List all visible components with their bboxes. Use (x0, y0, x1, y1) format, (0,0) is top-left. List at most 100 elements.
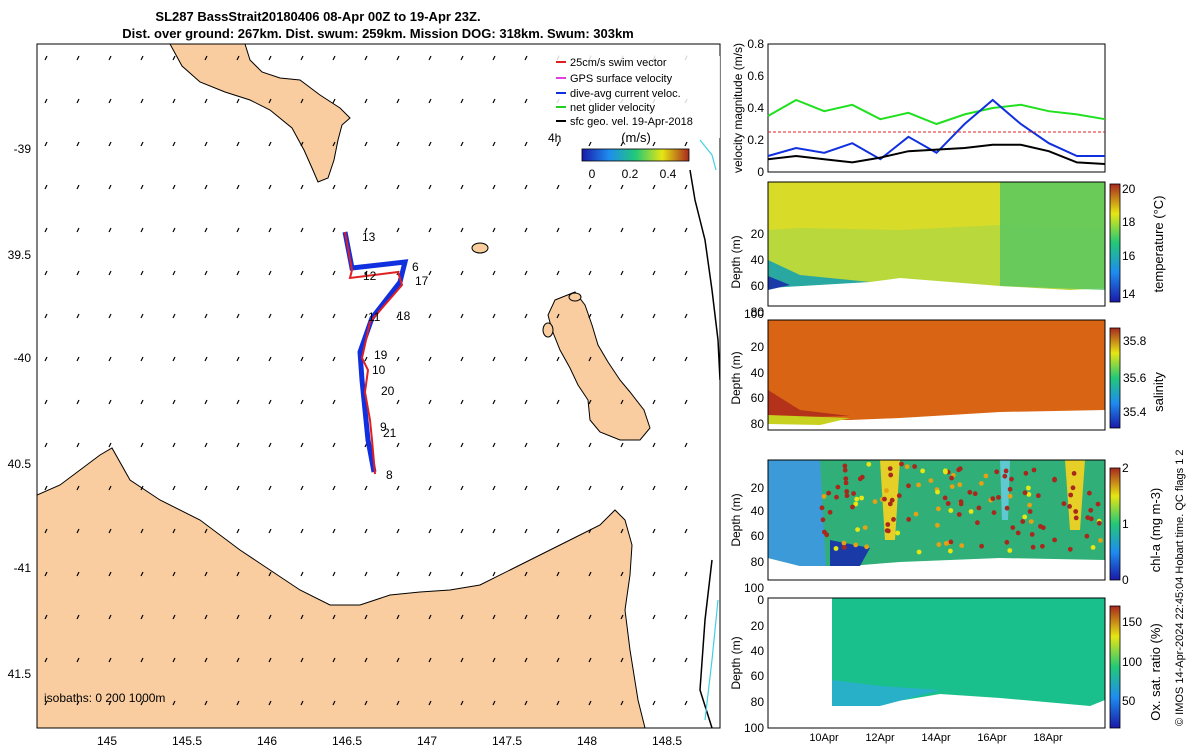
chla-dot (896, 493, 902, 499)
chla-dot (942, 495, 948, 501)
vector-arrow (300, 614, 304, 620)
track-label: 8 (386, 468, 393, 482)
vector-arrow (236, 571, 240, 577)
vector-arrow (524, 98, 528, 104)
vector-arrow (396, 657, 400, 663)
chla-dot (935, 522, 940, 528)
map-xtick-label: 145.5 (172, 734, 202, 748)
vector-arrow (300, 399, 304, 405)
vector-arrow (44, 98, 48, 104)
vector-arrow (236, 657, 240, 663)
vector-arrow (140, 571, 144, 577)
vector-arrow (332, 356, 336, 362)
vector-arrow (332, 700, 336, 706)
vector-arrow (396, 614, 400, 620)
vector-arrow (364, 571, 368, 577)
chla-dot (1067, 504, 1072, 509)
chla-dot (1067, 546, 1073, 552)
vector-arrow (492, 141, 496, 147)
vector-arrow (588, 356, 592, 362)
land-victoria (169, 44, 351, 183)
vector-arrow (44, 227, 48, 233)
vector-arrow (684, 141, 688, 147)
vector-arrow (556, 313, 560, 319)
vector-arrow (76, 571, 80, 577)
chla-dot (912, 464, 917, 469)
vector-arrow (428, 485, 432, 491)
map-panel: 13 6 12 17 11 18 19 10 20 9 21 8 145 145… (8, 43, 721, 748)
vector-arrow (396, 571, 400, 577)
vector-arrow (300, 55, 304, 61)
chla-dot (1027, 509, 1033, 514)
vector-arrow (332, 442, 336, 448)
vector-arrow (364, 356, 368, 362)
vector-arrow (556, 485, 560, 491)
chla-dot (889, 497, 895, 503)
vector-arrow (396, 528, 400, 534)
vector-arrow (460, 227, 464, 233)
vector-arrow (460, 98, 464, 104)
chla-dot (1070, 485, 1076, 491)
ox-clabel: Ox. sat. ratio (%) (1148, 623, 1163, 721)
vector-arrow (460, 184, 464, 190)
vector-arrow (300, 571, 304, 577)
vector-arrow (556, 528, 560, 534)
vector-arrow (44, 313, 48, 319)
chla-dot (948, 508, 954, 513)
vector-arrow (76, 55, 80, 61)
vector-arrow (268, 356, 272, 362)
chla-dot (1015, 530, 1021, 536)
vector-arrow (428, 571, 432, 577)
vector-arrow (172, 485, 176, 491)
vector-arrow (492, 55, 496, 61)
vector-arrow (268, 184, 272, 190)
vector-arrow (652, 528, 656, 534)
vector-arrow (236, 614, 240, 620)
vector-arrow (396, 313, 400, 319)
vector-arrow (652, 657, 656, 663)
chl-ytick: 40 (751, 504, 765, 518)
chla-dot (958, 501, 964, 507)
vector-arrow (492, 571, 496, 577)
vector-arrow (236, 356, 240, 362)
vector-arrow (140, 313, 144, 319)
vector-arrow (172, 356, 176, 362)
vector-arrow (140, 227, 144, 233)
vector-arrow (556, 657, 560, 663)
vector-arrow (108, 528, 112, 534)
vector-arrow (140, 614, 144, 620)
vector-arrow (620, 227, 624, 233)
temp-ytick: 20 (751, 227, 765, 241)
vel-ytick: 0 (757, 165, 764, 179)
time-xtick: 10Apr (809, 732, 839, 744)
sal-ytick: 80 (751, 417, 765, 431)
chl-ytick: 20 (751, 481, 765, 495)
vector-arrow (460, 571, 464, 577)
chla-dot (979, 543, 984, 549)
sal-ctick: 35.4 (1123, 405, 1147, 419)
chla-dot (1040, 543, 1045, 549)
chla-dot (872, 499, 878, 505)
vector-arrow (428, 700, 432, 706)
legend-label: 25cm/s swim vector (570, 57, 667, 69)
vector-arrow (396, 141, 400, 147)
chl-ytick: 100 (744, 581, 764, 595)
vector-arrow (364, 657, 368, 663)
vector-arrow (300, 313, 304, 319)
vector-arrow (460, 313, 464, 319)
temp-clabel: temperature (°C) (1151, 196, 1166, 293)
vector-arrow (268, 141, 272, 147)
vector-arrow (140, 55, 144, 61)
colorbar-tick: 0 (589, 167, 596, 181)
chla-dot (959, 543, 965, 548)
vector-arrow (76, 614, 80, 620)
chla-dot (1020, 519, 1026, 524)
chla-panel: 20 40 60 80 100 Depth (m) 0 1 2 chl-a (m… (729, 459, 1163, 595)
vector-arrow (588, 227, 592, 233)
vector-arrow (652, 614, 656, 620)
vector-arrow (652, 700, 656, 706)
map-ytick-label: -41 (14, 561, 32, 575)
vector-arrow (76, 657, 80, 663)
vector-arrow (76, 399, 80, 405)
